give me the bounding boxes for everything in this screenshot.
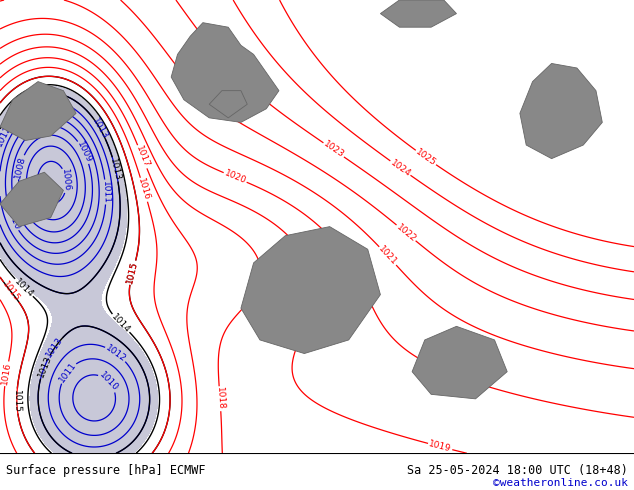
Text: Surface pressure [hPa] ECMWF: Surface pressure [hPa] ECMWF — [6, 464, 206, 477]
Text: 1019: 1019 — [428, 440, 453, 454]
Text: 1013: 1013 — [44, 336, 65, 360]
Text: 1012: 1012 — [104, 343, 128, 364]
Text: Sa 25-05-2024 18:00 UTC (18+48): Sa 25-05-2024 18:00 UTC (18+48) — [407, 464, 628, 477]
Text: 1008: 1008 — [13, 155, 27, 179]
Polygon shape — [520, 64, 602, 159]
Polygon shape — [171, 23, 279, 122]
Text: 1023: 1023 — [321, 140, 346, 160]
Text: 1015: 1015 — [126, 260, 139, 285]
Text: 1025: 1025 — [414, 147, 437, 168]
Text: 1022: 1022 — [394, 222, 418, 244]
Text: 1013: 1013 — [36, 354, 53, 379]
Text: 1013: 1013 — [90, 116, 110, 141]
Text: 1012: 1012 — [0, 123, 13, 147]
Text: 1014: 1014 — [110, 312, 132, 335]
Polygon shape — [0, 82, 76, 141]
Text: 1007: 1007 — [21, 184, 36, 209]
Polygon shape — [412, 326, 507, 399]
Text: 1021: 1021 — [377, 245, 399, 268]
Text: 1015: 1015 — [12, 390, 22, 413]
Text: 1010: 1010 — [4, 207, 22, 232]
Text: 1016: 1016 — [136, 177, 152, 202]
Text: 1013: 1013 — [108, 157, 122, 181]
Text: 1024: 1024 — [389, 158, 412, 178]
Text: 1014: 1014 — [13, 276, 35, 299]
Text: 1010: 1010 — [98, 370, 120, 393]
Text: 1016: 1016 — [0, 362, 13, 386]
Text: 1020: 1020 — [223, 169, 247, 186]
Text: 1009: 1009 — [75, 140, 93, 165]
Text: 1015: 1015 — [1, 280, 22, 304]
Text: ©weatheronline.co.uk: ©weatheronline.co.uk — [493, 478, 628, 488]
Text: 1011: 1011 — [57, 361, 78, 385]
Text: 1017: 1017 — [134, 145, 151, 169]
Text: 1011: 1011 — [101, 180, 111, 204]
Text: 1018: 1018 — [215, 387, 225, 411]
Polygon shape — [0, 172, 63, 226]
Polygon shape — [241, 226, 380, 354]
Text: 1015: 1015 — [126, 260, 139, 285]
Polygon shape — [209, 91, 247, 118]
Text: 1006: 1006 — [60, 169, 72, 193]
Polygon shape — [380, 0, 456, 27]
